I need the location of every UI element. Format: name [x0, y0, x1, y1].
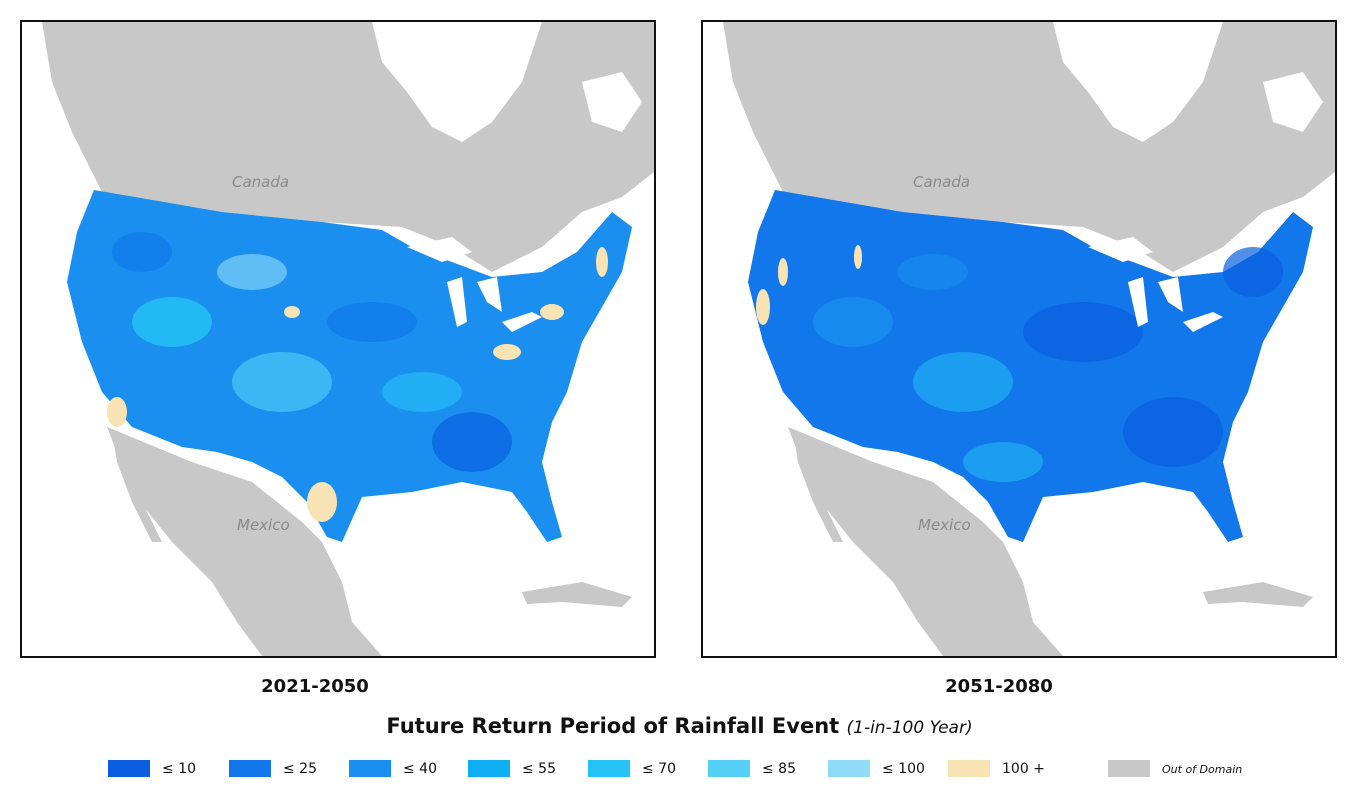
mexico-label: Mexico [237, 516, 290, 534]
legend-swatch [828, 760, 870, 777]
patch-100-plus [284, 306, 300, 318]
legend-label: ≤ 40 [403, 761, 437, 777]
map-2051-2080: Canada Mexico [723, 22, 1335, 656]
patch [112, 232, 172, 272]
atlantic-island [1263, 72, 1323, 132]
legend-swatch [588, 760, 630, 777]
patch-100-plus [854, 245, 862, 269]
patch-100-plus [596, 247, 608, 277]
patch [1223, 247, 1283, 297]
patch [898, 254, 968, 290]
map-panel-2051-2080: Canada Mexico [701, 20, 1337, 658]
legend-label: ≤ 25 [283, 761, 317, 777]
patch [813, 297, 893, 347]
legend-label: Out of Domain [1162, 763, 1243, 776]
legend-title: Future Return Period of Rainfall Event (… [0, 714, 1359, 738]
legend-label: ≤ 100 [882, 761, 925, 777]
patch [1023, 302, 1143, 362]
legend-swatch [1108, 760, 1150, 777]
canada-label: Canada [913, 173, 970, 191]
canada-label: Canada [232, 173, 289, 191]
patch [432, 412, 512, 472]
legend-swatch [468, 760, 510, 777]
legend-subtitle: (1-in-100 Year) [846, 718, 973, 738]
hudson-bay [372, 22, 542, 142]
mexico-landmass [788, 427, 1063, 656]
patch-100-plus [756, 289, 770, 325]
map-panel-2021-2050: Canada Mexico [20, 20, 656, 658]
patch [913, 352, 1013, 412]
baja-peninsula [793, 432, 843, 542]
patch [132, 297, 212, 347]
legend-swatch [948, 760, 990, 777]
atlantic-island [582, 72, 642, 132]
period-label-left: 2021-2050 [261, 676, 369, 697]
legend-swatch [108, 760, 150, 777]
legend-label: 100 + [1002, 761, 1045, 777]
mexico-label: Mexico [918, 516, 971, 534]
patch-100-plus [107, 397, 127, 427]
cuba [1203, 582, 1313, 607]
patch [232, 352, 332, 412]
legend-swatch [349, 760, 391, 777]
legend-label: ≤ 10 [162, 761, 196, 777]
legend-label: ≤ 70 [642, 761, 676, 777]
patch-100-plus [778, 258, 788, 286]
legend-label: ≤ 85 [762, 761, 796, 777]
great-lakes [1088, 237, 1223, 332]
baja-peninsula [112, 432, 162, 542]
hudson-bay [1053, 22, 1223, 142]
patch-100-plus [493, 344, 521, 360]
patch [217, 254, 287, 290]
legend-title-text: Future Return Period of Rainfall Event [386, 714, 840, 738]
legend-swatch [229, 760, 271, 777]
legend-label: ≤ 55 [522, 761, 556, 777]
patch [382, 372, 462, 412]
mexico-landmass [107, 427, 382, 656]
patch-100-plus [307, 482, 337, 522]
patch [1123, 397, 1223, 467]
patch [327, 302, 417, 342]
cuba [522, 582, 632, 607]
map-2021-2050: Canada Mexico [42, 22, 654, 656]
legend-swatch [708, 760, 750, 777]
patch-100-plus [540, 304, 564, 320]
great-lakes [407, 237, 542, 332]
patch [963, 442, 1043, 482]
period-label-right: 2051-2080 [945, 676, 1053, 697]
